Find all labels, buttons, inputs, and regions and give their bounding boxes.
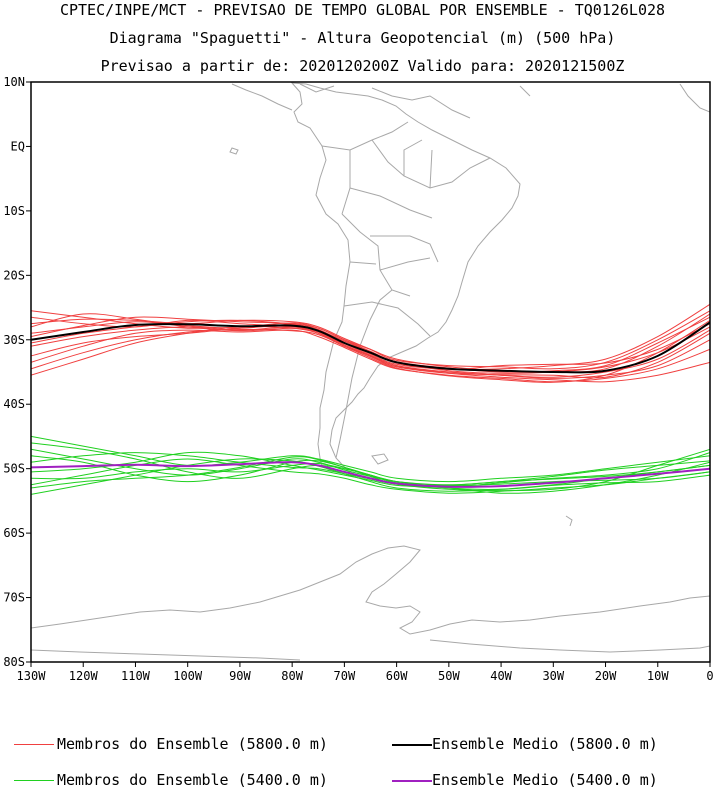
y-tick-label: 10N [3,75,25,89]
x-tick-label: 110W [121,669,151,683]
central-america-coastline [231,83,710,119]
chart-title-line-1: CPTEC/INPE/MCT - PREVISAO DE TEMPO GLOBA… [59,1,666,19]
chart-title-line-3: Previsao a partir de: 2020120200Z Valido… [100,57,625,75]
spaghetti-chart: 130W 120W 110W 100W 90W 80W 70W 60W 50W 40W 30W 20W… [3,75,713,683]
x-tick-label: 50W [438,669,460,683]
series-line-members-5800-12 [31,319,710,383]
y-tick-label: 60S [3,526,25,540]
x-tick-label: 90W [229,669,251,683]
series-line-members-5800-8 [31,313,710,383]
series-layer [31,303,710,495]
y-tick-label: 10S [3,204,25,218]
legend-line-mean-5800 [392,744,432,746]
x-tick-label: 10W [647,669,669,683]
series-line-mean-5800-0 [31,321,710,374]
antarctica-coastline [31,545,710,635]
series-line-members-5800-3 [31,310,710,370]
south-georgia-island [565,515,573,527]
plot-frame [30,81,711,663]
y-tick-label: 20S [3,268,25,282]
series-line-members-5400-19 [31,451,710,494]
series-line-members-5400-22 [31,452,710,487]
series-line-members-5400-16 [31,448,710,486]
legend-label-members-5400: Membros do Ensemble (5400.0 m) [57,771,328,789]
coastline-map [31,82,710,661]
south-america-coastline [290,82,521,474]
x-tick-label: 100W [173,669,203,683]
y-tick-label: EQ [11,139,25,153]
antarctica-inland [31,639,710,661]
legend-label-mean-5400: Ensemble Medio (5400.0 m) [432,771,658,789]
x-tick-label: 40W [490,669,512,683]
legend-line-mean-5400 [392,780,432,782]
x-tick-label: 120W [69,669,99,683]
y-tick-label: 30S [3,333,25,347]
x-tick-label: 30W [542,669,564,683]
legend-line-members-5400 [14,780,54,781]
x-tick-label: 130W [17,669,47,683]
falkland-islands [371,453,389,465]
series-line-members-5800-1 [31,313,710,373]
x-tick-label: 60W [386,669,408,683]
chart-title-line-2: Diagrama "Spaguetti" - Altura Geopotenci… [109,29,616,47]
y-tick-label: 40S [3,397,25,411]
series-line-members-5800-11 [31,310,710,370]
series-line-members-5400-23 [31,462,710,490]
y-tick-label: 50S [3,462,25,476]
x-tick-label: 70W [334,669,356,683]
galapagos-islands [229,147,239,155]
y-tick-label: 80S [3,655,25,669]
country-borders [321,121,491,459]
legend-line-members-5800 [14,744,54,745]
series-line-mean-5400-13 [31,461,710,488]
x-tick-label: 0 [706,669,713,683]
y-tick-label: 70S [3,591,25,605]
legend-label-members-5800: Membros do Ensemble (5800.0 m) [57,735,328,753]
x-tick-label: 80W [281,669,303,683]
legend-label-mean-5800: Ensemble Medio (5800.0 m) [432,735,658,753]
x-tick-label: 20W [595,669,617,683]
axes-layer: 130W 120W 110W 100W 90W 80W 70W 60W 50W 40W 30W 20W… [3,75,713,683]
